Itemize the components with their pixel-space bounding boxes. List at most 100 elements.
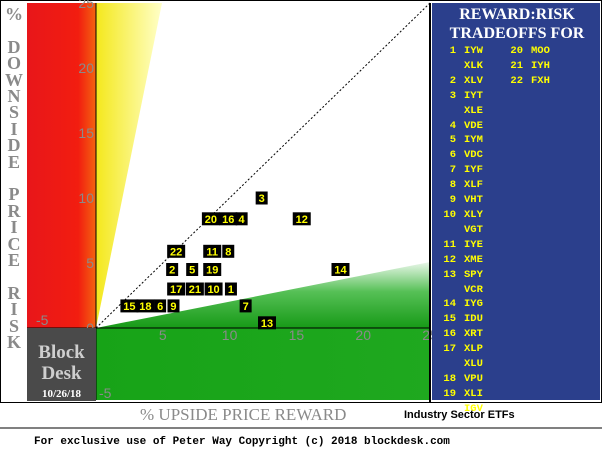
y-axis-label-char: N [7,86,21,107]
legend-row: 14 IYG [436,297,483,312]
legend-row: 9 VHT [436,193,483,208]
data-point-marker [167,282,186,296]
footer-copyright: For exclusive use of Peter Way Copyright… [34,436,450,448]
legend-number: 20 [510,45,523,57]
legend-row: 20 MOO [503,44,550,59]
y-axis-label-char: % [5,4,23,24]
legend-row: 21 IYH [503,59,550,74]
legend-row: 12 XME [436,253,483,268]
legend-ticker: IYF [464,164,483,177]
data-point-marker [186,263,199,276]
legend-row: 1 IYW [436,44,483,59]
legend-number [436,223,456,238]
green-zone-wedge [96,262,430,328]
y-axis-label-char: S [8,315,19,336]
legend-column-2: 20 MOO 21 IYH 22 FXH [503,44,550,89]
y-tick-label: 15 [78,125,94,141]
data-point-label: 14 [334,265,347,277]
data-point-marker [292,212,311,226]
legend-ticker: XME [464,253,483,266]
legend-row: 3 IYT [436,89,483,104]
y-axis-label-char: R [7,200,21,221]
legend-panel [432,3,600,400]
legend-row: 4 VDE [436,119,483,134]
data-point-marker [166,263,179,276]
data-point-17: 17 [167,282,186,296]
y-tick-label: 10 [78,190,94,206]
legend-number: 22 [510,74,523,87]
legend-row: 13 SPY [436,268,483,283]
legend-row: VGT [436,223,483,238]
data-point-22: 22 [167,244,186,258]
data-point-label: 11 [206,246,218,258]
green-bottom-band [96,328,430,400]
data-point-label: 1 [228,284,234,296]
legend-ticker: VHT [464,194,483,207]
legend-row: 18 VPU [436,372,483,387]
legend-number: 8 [449,179,456,192]
y-axis-label-char: O [6,53,21,74]
legend-number [436,357,456,372]
data-point-13: 13 [258,316,277,330]
legend-row: 6 VDC [436,148,483,163]
legend-number: 16 [443,328,456,341]
legend-ticker: IYW [464,45,483,57]
legend-number: 11 [443,238,456,251]
legend-number: 13 [443,268,456,281]
y-axis-label-char: R [7,282,21,303]
data-point-label: 5 [189,265,195,277]
y-axis-label-char: I [10,217,18,238]
y-axis-label-char: S [8,102,19,123]
corner-label-y-neg: -5 [36,312,49,328]
legend-number: 7 [449,164,456,177]
legend-ticker: XLE [464,104,483,117]
y-tick-label: 5 [86,255,94,271]
data-point-marker [258,316,277,330]
legend-ticker: VDC [464,149,483,162]
legend-row: 15 IDU [436,312,483,327]
legend-row: VCR [436,283,483,298]
y-tick-label: 20 [78,60,94,76]
legend-number: 5 [449,134,456,147]
legend-number: 15 [443,313,456,326]
blockdesk-logo: Block Desk 10/26/18 [27,328,96,401]
legend-row: XLU [436,357,483,372]
data-point-marker [239,299,252,313]
legend-row: 5 IYM [436,133,483,148]
legend-ticker: IYH [531,59,550,72]
legend-number: 18 [443,372,456,385]
data-point-marker [203,263,222,276]
y-axis-label-char: C [7,233,21,254]
legend-number: 2 [449,74,456,87]
data-point-label: 16 [222,214,234,226]
legend-number: 14 [443,298,456,311]
y-axis-label-char: I [10,118,18,139]
legend-row: 16 XRT [436,327,483,342]
x-tick-label: 15 [289,327,305,343]
data-point-label: 7 [243,301,249,313]
data-point-marker [331,263,350,276]
legend-number: 9 [449,194,456,207]
data-point-label: 3 [259,193,265,205]
legend-number: 10 [443,208,456,221]
data-point-label: 19 [206,265,218,277]
legend-row: 11 IYE [436,238,483,253]
data-point-1: 1 [224,282,237,296]
legend-ticker: XLK [464,59,483,72]
data-point-marker [222,244,235,258]
logo-line2: Desk [41,363,82,384]
data-point-6: 6 [154,299,167,313]
data-point-marker [203,244,222,258]
legend-ticker: MOO [531,45,550,57]
x-tick-label: 20 [355,327,371,343]
x-tick-label: 10 [222,327,238,343]
y-axis-label-char: W [5,69,23,90]
legend-ticker: IYM [464,134,483,147]
data-point-marker [120,299,139,313]
data-point-marker [224,282,237,296]
data-point-marker [235,212,248,226]
x-tick-label: 5 [159,327,167,343]
legend-ticker: VDE [464,119,483,132]
legend-row: 10 XLY [436,208,483,223]
data-point-14: 14 [331,263,350,277]
